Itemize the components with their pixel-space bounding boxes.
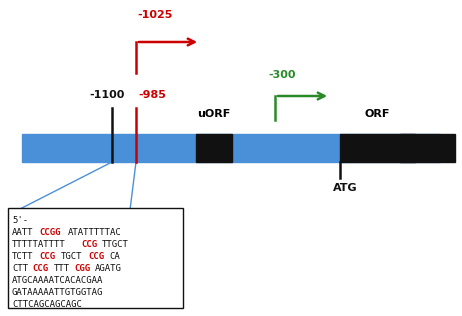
Text: CCG: CCG <box>81 240 97 249</box>
Bar <box>196 134 232 162</box>
Text: ATGCAAAATCACACGAA: ATGCAAAATCACACGAA <box>12 276 103 285</box>
Text: -1100: -1100 <box>89 90 125 100</box>
Text: 5'-: 5'- <box>12 216 28 225</box>
Text: TTGCT: TTGCT <box>102 240 129 249</box>
Text: ORF: ORF <box>365 109 389 119</box>
Text: CCG: CCG <box>88 252 104 261</box>
Bar <box>8 208 183 308</box>
Text: -985: -985 <box>138 90 166 100</box>
Text: AGATG: AGATG <box>95 264 122 273</box>
Text: CTT: CTT <box>12 264 28 273</box>
Text: CCG: CCG <box>33 264 49 273</box>
Text: uORF: uORF <box>197 109 231 119</box>
Bar <box>340 134 415 162</box>
Text: -300: -300 <box>268 70 296 80</box>
Text: ATG: ATG <box>333 183 357 193</box>
Bar <box>400 134 455 162</box>
Text: GATAAAAATTGTGGTAG: GATAAAAATTGTGGTAG <box>12 288 103 297</box>
Text: ATATTTTTAC: ATATTTTTAC <box>67 228 121 237</box>
Text: AATT: AATT <box>12 228 34 237</box>
Text: TCTT: TCTT <box>12 252 34 261</box>
Bar <box>22 134 440 162</box>
Text: CCGG: CCGG <box>40 228 61 237</box>
Text: TTTTTATTTT: TTTTTATTTT <box>12 240 66 249</box>
Text: CTTCAGCAGCAGC: CTTCAGCAGCAGC <box>12 300 82 309</box>
Text: CCG: CCG <box>40 252 56 261</box>
Text: TGCT: TGCT <box>61 252 82 261</box>
Text: CA: CA <box>109 252 120 261</box>
Text: TTT: TTT <box>54 264 70 273</box>
Text: CGG: CGG <box>74 264 91 273</box>
Text: -1025: -1025 <box>137 10 173 20</box>
